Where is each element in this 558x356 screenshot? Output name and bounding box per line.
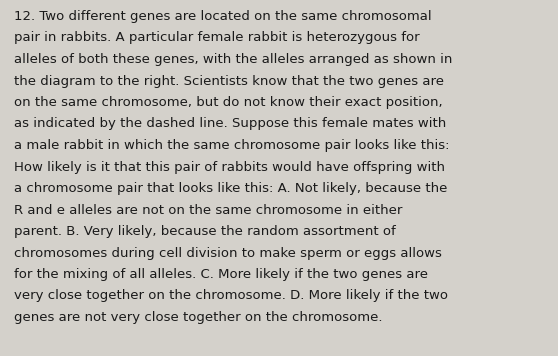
Text: a chromosome pair that looks like this: A. Not likely, because the: a chromosome pair that looks like this: … bbox=[14, 182, 448, 195]
Text: as indicated by the dashed line. Suppose this female mates with: as indicated by the dashed line. Suppose… bbox=[14, 117, 446, 131]
Text: 12. Two different genes are located on the same chromosomal: 12. Two different genes are located on t… bbox=[14, 10, 432, 23]
Text: genes are not very close together on the chromosome.: genes are not very close together on the… bbox=[14, 311, 382, 324]
Text: pair in rabbits. A particular female rabbit is heterozygous for: pair in rabbits. A particular female rab… bbox=[14, 31, 420, 44]
Text: on the same chromosome, but do not know their exact position,: on the same chromosome, but do not know … bbox=[14, 96, 442, 109]
Text: How likely is it that this pair of rabbits would have offspring with: How likely is it that this pair of rabbi… bbox=[14, 161, 445, 173]
Text: R and e alleles are not on the same chromosome in either: R and e alleles are not on the same chro… bbox=[14, 204, 402, 216]
Text: alleles of both these genes, with the alleles arranged as shown in: alleles of both these genes, with the al… bbox=[14, 53, 453, 66]
Text: a male rabbit in which the same chromosome pair looks like this:: a male rabbit in which the same chromoso… bbox=[14, 139, 450, 152]
Text: parent. B. Very likely, because the random assortment of: parent. B. Very likely, because the rand… bbox=[14, 225, 396, 238]
Text: very close together on the chromosome. D. More likely if the two: very close together on the chromosome. D… bbox=[14, 289, 448, 303]
Text: for the mixing of all alleles. C. More likely if the two genes are: for the mixing of all alleles. C. More l… bbox=[14, 268, 428, 281]
Text: the diagram to the right. Scientists know that the two genes are: the diagram to the right. Scientists kno… bbox=[14, 74, 444, 88]
Text: chromosomes during cell division to make sperm or eggs allows: chromosomes during cell division to make… bbox=[14, 246, 442, 260]
